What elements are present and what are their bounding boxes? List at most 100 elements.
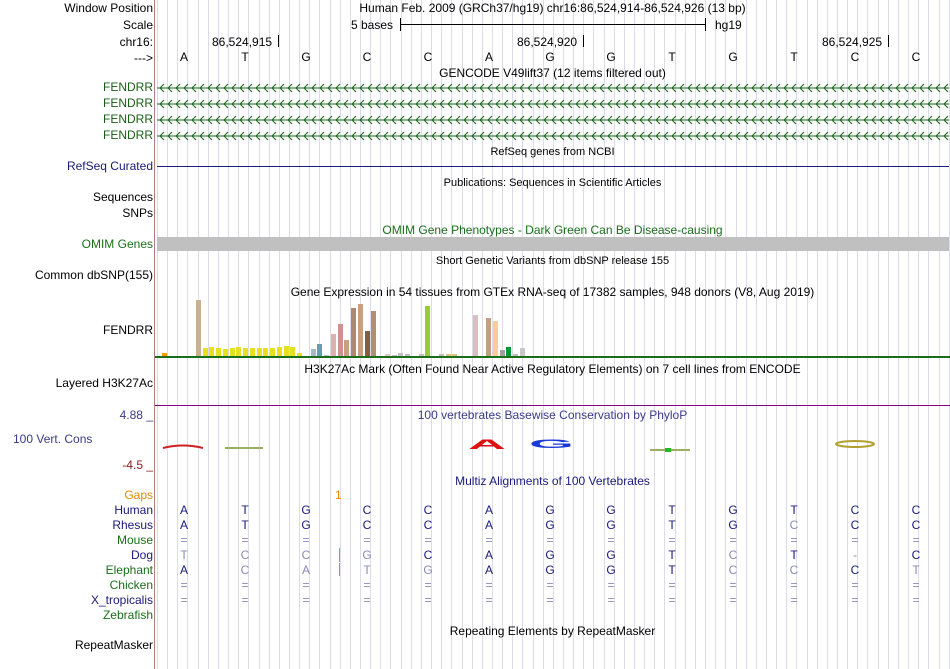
gtex-tissue-bar[interactable]	[452, 354, 458, 356]
reference-base: G	[606, 50, 616, 64]
species-label[interactable]: X_tropicalis	[90, 593, 153, 607]
gtex-tissue-bar[interactable]	[351, 308, 356, 356]
species-label[interactable]: Elephant	[105, 563, 153, 577]
gene-label-fendrr[interactable]: FENDRR	[103, 80, 153, 94]
gtex-tissue-bar[interactable]	[371, 311, 377, 356]
aligned-base: =	[790, 533, 798, 547]
gtex-tissue-bar[interactable]	[263, 348, 269, 356]
aligned-base: G	[545, 548, 555, 562]
species-label[interactable]: Dog	[130, 548, 153, 562]
dbsnp-label[interactable]: Common dbSNP(155)	[34, 268, 153, 282]
h3k27ac-label[interactable]: Layered H3K27Ac	[55, 376, 153, 390]
aligned-base: C	[362, 518, 372, 532]
omim-feature[interactable]	[157, 237, 949, 251]
gtex-tissue-bar[interactable]	[324, 355, 329, 356]
gtex-tissue-bar[interactable]	[357, 304, 363, 356]
species-label[interactable]: Zebrafish	[102, 608, 153, 622]
species-label[interactable]: Rhesus	[112, 518, 153, 532]
repeatmasker-label[interactable]: RepeatMasker	[74, 638, 153, 652]
gtex-tissue-bar[interactable]	[499, 350, 505, 356]
publications-label[interactable]: Sequences	[92, 190, 153, 204]
gtex-tissue-bar[interactable]	[364, 331, 370, 356]
gtex-tissue-bar[interactable]	[162, 353, 167, 356]
reference-base: T	[241, 50, 249, 64]
gtex-tissue-bar[interactable]	[202, 348, 208, 356]
gtex-tissue-bar[interactable]	[337, 324, 343, 356]
aligned-base: =	[546, 578, 554, 592]
gtex-tissue-bar[interactable]	[445, 354, 451, 356]
refseq-label[interactable]: RefSeq Curated	[66, 159, 153, 173]
gtex-tissue-bar[interactable]	[256, 348, 262, 356]
gene-feature-fendrr[interactable]	[157, 81, 949, 95]
gtex-tissue-bar[interactable]	[405, 354, 410, 356]
gene-label-fendrr[interactable]: FENDRR	[103, 128, 153, 142]
gtex-tissue-bar[interactable]	[391, 355, 397, 356]
aligned-base: C	[911, 503, 921, 517]
aligned-base: =	[729, 593, 737, 607]
gtex-tissue-bar[interactable]	[195, 300, 201, 356]
gtex-tissue-bar[interactable]	[209, 347, 215, 356]
gene-feature-fendrr[interactable]	[157, 129, 949, 143]
refseq-feature[interactable]	[157, 166, 949, 167]
gtex-tissue-bar[interactable]	[229, 348, 235, 356]
gtex-tissue-bar[interactable]	[249, 348, 255, 356]
aligned-base: C	[362, 503, 372, 517]
gtex-tissue-bar[interactable]	[519, 348, 525, 356]
phylop-min-label: -4.5 _	[122, 458, 153, 472]
aligned-base: A	[484, 563, 493, 577]
gtex-tissue-bar[interactable]	[216, 348, 221, 356]
aligned-base: T	[180, 548, 188, 562]
gtex-bar-chart[interactable]	[162, 300, 542, 356]
aligned-base: T	[363, 563, 371, 577]
gtex-tissue-bar[interactable]	[492, 321, 498, 356]
gap-marker	[339, 548, 340, 562]
gene-feature-fendrr[interactable]	[157, 97, 949, 111]
gtex-tissue-bar[interactable]	[310, 349, 316, 356]
h3k27ac-title: H3K27Ac Mark (Often Found Near Active Re…	[304, 362, 801, 376]
species-label[interactable]: Mouse	[116, 533, 153, 547]
snps-label[interactable]: SNPs	[122, 206, 153, 220]
aligned-base: =	[668, 533, 676, 547]
gtex-tissue-bar[interactable]	[472, 315, 478, 356]
gtex-tissue-bar[interactable]	[297, 353, 302, 356]
gtex-tissue-bar[interactable]	[330, 334, 336, 356]
gene-label-fendrr[interactable]: FENDRR	[103, 96, 153, 110]
gtex-tissue-bar[interactable]	[270, 348, 275, 356]
gtex-tissue-bar[interactable]	[438, 354, 444, 356]
gtex-tissue-bar[interactable]	[418, 354, 424, 356]
phylop-logo[interactable]: A G	[155, 436, 950, 456]
phylop-mark	[665, 448, 671, 452]
gtex-label[interactable]: FENDRR	[103, 323, 153, 337]
gtex-tissue-bar[interactable]	[222, 349, 228, 356]
gtex-tissue-bar[interactable]	[243, 348, 248, 356]
scale-text: 5 bases	[351, 18, 394, 32]
aligned-base: =	[851, 593, 859, 607]
species-label[interactable]: Chicken	[109, 578, 153, 592]
omim-label[interactable]: OMIM Genes	[81, 237, 153, 251]
gtex-tissue-bar[interactable]	[283, 346, 289, 356]
reference-base: T	[790, 50, 798, 64]
gtex-tissue-bar[interactable]	[236, 347, 242, 356]
gtex-tissue-bar[interactable]	[384, 354, 390, 356]
gene-feature-fendrr[interactable]	[157, 113, 949, 127]
gtex-tissue-bar[interactable]	[486, 318, 491, 356]
gtex-tissue-bar[interactable]	[344, 340, 350, 356]
gtex-tissue-bar[interactable]	[506, 347, 512, 356]
gtex-tissue-bar[interactable]	[276, 347, 282, 356]
gtex-tissue-bar[interactable]	[290, 347, 296, 356]
gtex-tissue-bar[interactable]	[317, 344, 323, 356]
aligned-base: =	[851, 533, 859, 547]
gtex-tissue-bar[interactable]	[425, 306, 431, 356]
gtex-tissue-bar[interactable]	[398, 353, 404, 356]
aligned-base: G	[545, 563, 555, 577]
aligned-base: C	[301, 548, 311, 562]
aligned-base: =	[485, 578, 493, 592]
gene-label-fendrr[interactable]: FENDRR	[103, 112, 153, 126]
gtex-tissue-bar[interactable]	[513, 354, 518, 356]
reference-base: C	[850, 50, 860, 64]
phylop-max-label: 4.88 _	[119, 408, 153, 422]
phylop-label[interactable]: 100 Vert. Cons	[13, 432, 93, 446]
species-label[interactable]: Human	[114, 503, 153, 517]
aligned-base: G	[301, 518, 311, 532]
scale-bar	[400, 18, 706, 32]
